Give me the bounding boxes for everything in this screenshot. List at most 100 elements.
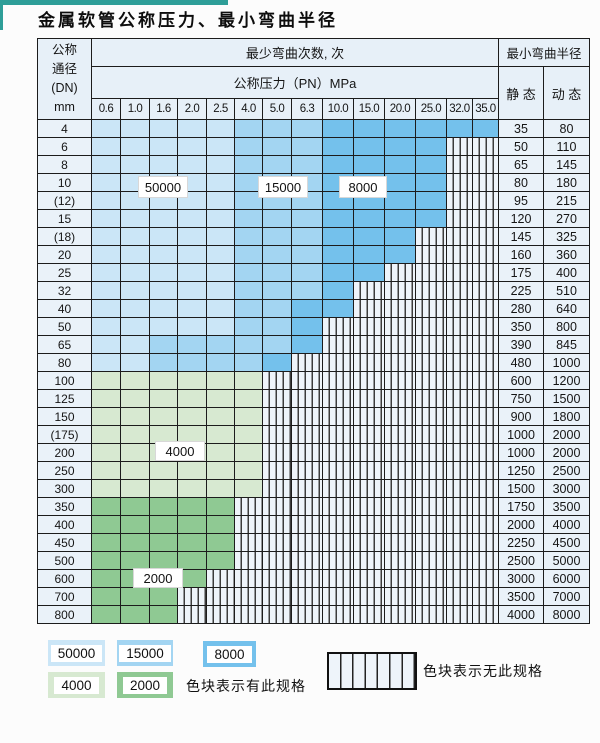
spec-cell bbox=[207, 228, 235, 246]
no-spec-cell bbox=[292, 354, 323, 372]
spec-cell bbox=[385, 138, 416, 156]
static-value: 160 bbox=[499, 246, 544, 264]
no-spec-cell bbox=[473, 534, 499, 552]
spec-cell bbox=[235, 480, 263, 498]
no-spec-cell bbox=[473, 372, 499, 390]
spec-cell bbox=[92, 156, 121, 174]
spec-cell bbox=[323, 138, 354, 156]
no-spec-cell bbox=[447, 444, 473, 462]
dynamic-value: 3000 bbox=[544, 480, 590, 498]
spec-cell bbox=[207, 552, 235, 570]
spec-cell bbox=[207, 282, 235, 300]
no-spec-cell bbox=[447, 228, 473, 246]
spec-cell bbox=[385, 120, 416, 138]
no-spec-cell bbox=[416, 588, 447, 606]
dn-cell: 15 bbox=[38, 210, 92, 228]
spec-cell bbox=[121, 498, 150, 516]
header-pressure-value: 1.6 bbox=[150, 99, 178, 120]
cycle-count-label: 8000 bbox=[339, 176, 387, 198]
spec-cell bbox=[354, 156, 385, 174]
no-spec-cell bbox=[323, 336, 354, 354]
dynamic-value: 270 bbox=[544, 210, 590, 228]
spec-cell bbox=[323, 228, 354, 246]
no-spec-cell bbox=[447, 588, 473, 606]
header-pressure-value: 5.0 bbox=[263, 99, 292, 120]
spec-cell bbox=[121, 156, 150, 174]
spec-cell bbox=[92, 480, 121, 498]
spec-cell bbox=[121, 588, 150, 606]
static-value: 750 bbox=[499, 390, 544, 408]
spec-cell bbox=[354, 264, 385, 282]
header-pressure-value: 2.5 bbox=[207, 99, 235, 120]
dn-cell: 200 bbox=[38, 444, 92, 462]
spec-cell bbox=[150, 282, 178, 300]
dynamic-value: 215 bbox=[544, 192, 590, 210]
dn-cell: 150 bbox=[38, 408, 92, 426]
spec-cell bbox=[207, 390, 235, 408]
dn-cell: 80 bbox=[38, 354, 92, 372]
no-spec-cell bbox=[447, 282, 473, 300]
no-spec-cell bbox=[416, 318, 447, 336]
no-spec-cell bbox=[473, 426, 499, 444]
no-spec-cell bbox=[292, 498, 323, 516]
no-spec-cell bbox=[416, 246, 447, 264]
dn-cell: (18) bbox=[38, 228, 92, 246]
dynamic-value: 1200 bbox=[544, 372, 590, 390]
header-pressure-value: 10.0 bbox=[323, 99, 354, 120]
no-spec-cell bbox=[263, 534, 292, 552]
spec-cell bbox=[178, 282, 207, 300]
spec-cell bbox=[121, 606, 150, 624]
spec-cell bbox=[178, 570, 207, 588]
spec-cell bbox=[92, 300, 121, 318]
spec-cell bbox=[207, 354, 235, 372]
no-spec-cell bbox=[292, 570, 323, 588]
spec-cell bbox=[121, 120, 150, 138]
no-spec-cell bbox=[385, 462, 416, 480]
no-spec-cell bbox=[447, 318, 473, 336]
static-value: 1000 bbox=[499, 444, 544, 462]
no-spec-cell bbox=[323, 552, 354, 570]
spec-cell bbox=[235, 264, 263, 282]
spec-cell bbox=[292, 246, 323, 264]
header-pressure-value: 35.0 bbox=[473, 99, 499, 120]
spec-cell bbox=[235, 282, 263, 300]
no-spec-cell bbox=[447, 606, 473, 624]
spec-cell bbox=[292, 228, 323, 246]
cycle-count-label: 15000 bbox=[258, 176, 308, 198]
no-spec-cell bbox=[323, 354, 354, 372]
spec-cell bbox=[323, 156, 354, 174]
spec-cell bbox=[92, 282, 121, 300]
static-value: 2000 bbox=[499, 516, 544, 534]
dynamic-value: 400 bbox=[544, 264, 590, 282]
spec-cell bbox=[354, 138, 385, 156]
spec-cell bbox=[263, 336, 292, 354]
spec-cell bbox=[292, 138, 323, 156]
no-spec-cell bbox=[385, 354, 416, 372]
no-spec-cell bbox=[263, 372, 292, 390]
dynamic-value: 1800 bbox=[544, 408, 590, 426]
static-value: 175 bbox=[499, 264, 544, 282]
dynamic-value: 845 bbox=[544, 336, 590, 354]
spec-cell bbox=[121, 228, 150, 246]
no-spec-cell bbox=[447, 534, 473, 552]
spec-cell bbox=[235, 210, 263, 228]
no-spec-cell bbox=[235, 588, 263, 606]
spec-cell bbox=[178, 210, 207, 228]
spec-cell bbox=[178, 336, 207, 354]
header-pressure-value: 25.0 bbox=[416, 99, 447, 120]
no-spec-cell bbox=[354, 462, 385, 480]
spec-cell bbox=[150, 300, 178, 318]
legend-no-spec-swatch bbox=[327, 652, 417, 690]
spec-cell bbox=[292, 318, 323, 336]
header-pressure-value: 0.6 bbox=[92, 99, 121, 120]
dynamic-value: 2000 bbox=[544, 444, 590, 462]
no-spec-cell bbox=[447, 336, 473, 354]
no-spec-cell bbox=[178, 606, 207, 624]
no-spec-cell bbox=[416, 336, 447, 354]
no-spec-cell bbox=[447, 516, 473, 534]
no-spec-cell bbox=[473, 336, 499, 354]
spec-cell bbox=[235, 192, 263, 210]
legend-no-spec-text: 色块表示无此规格 bbox=[423, 663, 543, 679]
spec-cell bbox=[121, 390, 150, 408]
no-spec-cell bbox=[473, 174, 499, 192]
